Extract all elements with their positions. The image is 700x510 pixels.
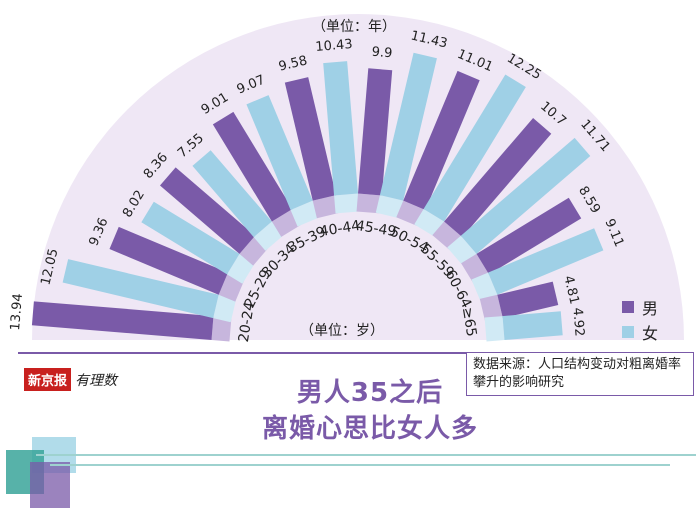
data-label-male-0: 13.94 — [7, 292, 26, 332]
decorative-square-purple — [30, 462, 70, 508]
bar-female-4-base — [334, 193, 360, 214]
fan-background — [32, 14, 684, 340]
legend-label-female: 女 — [642, 324, 659, 343]
bar-male-2 — [159, 167, 256, 254]
bar-male-7 — [444, 118, 552, 238]
unit-label-age: （单位：岁） — [300, 323, 384, 339]
bar-female-1 — [141, 201, 240, 275]
bar-female-5 — [379, 52, 437, 201]
bar-female-1-base — [227, 253, 255, 284]
bar-male-0-base — [211, 316, 232, 342]
bar-male-6 — [403, 70, 480, 210]
bar-male-1 — [109, 226, 228, 295]
decorative-line — [50, 464, 670, 466]
bar-male-5-base — [356, 193, 382, 214]
bar-female-0 — [62, 259, 219, 319]
divider-line — [18, 352, 468, 354]
bar-female-2-base — [253, 221, 284, 251]
brand-logo-text: 新京报 — [24, 368, 72, 391]
headline-line-1: 男人35之后 — [296, 378, 444, 408]
legend-label-male: 男 — [642, 299, 659, 318]
bar-male-4 — [284, 77, 337, 201]
brand-logo: 新京报 有理数 — [24, 368, 117, 391]
bar-female-9 — [502, 311, 563, 340]
bar-male-0 — [31, 301, 214, 340]
bar-female-8-base — [471, 272, 498, 302]
source-note: 数据来源：人口结构变动对粗离婚率攀升的影响研究 — [466, 352, 694, 396]
bar-male-9-base — [479, 294, 503, 323]
bar-female-9-base — [484, 316, 505, 342]
headline-line-2: 离婚心思比女人多 — [261, 414, 478, 444]
bar-female-6 — [423, 74, 526, 222]
bar-male-8 — [476, 197, 582, 275]
bar-male-5 — [358, 68, 393, 196]
legend-swatch-male — [622, 301, 634, 313]
bar-female-8 — [488, 228, 604, 295]
bar-female-2 — [192, 150, 272, 238]
bar-male-4-base — [312, 195, 341, 219]
data-label-female-9: 4.92 — [569, 306, 587, 337]
legend-swatch-female — [622, 326, 634, 338]
unit-label-years: （单位：年） — [312, 19, 396, 35]
bar-male-9 — [497, 281, 559, 319]
bar-female-0-base — [213, 294, 237, 323]
fan-chart — [31, 14, 684, 342]
brand-subtitle: 有理数 — [75, 372, 118, 389]
bar-female-7-base — [447, 235, 477, 266]
bar-female-4 — [323, 61, 358, 196]
bar-female-6-base — [414, 209, 445, 237]
bar-female-3-base — [290, 200, 320, 227]
decorative-line — [36, 454, 696, 456]
bar-female-3 — [246, 95, 313, 210]
data-label-male-5: 9.9 — [370, 44, 393, 62]
bar-male-3 — [212, 111, 293, 222]
bar-female-7 — [460, 137, 591, 254]
legend-item-male: 男 — [622, 295, 658, 319]
bar-female-5-base — [375, 195, 404, 219]
legend-item-female: 女 — [622, 320, 658, 344]
